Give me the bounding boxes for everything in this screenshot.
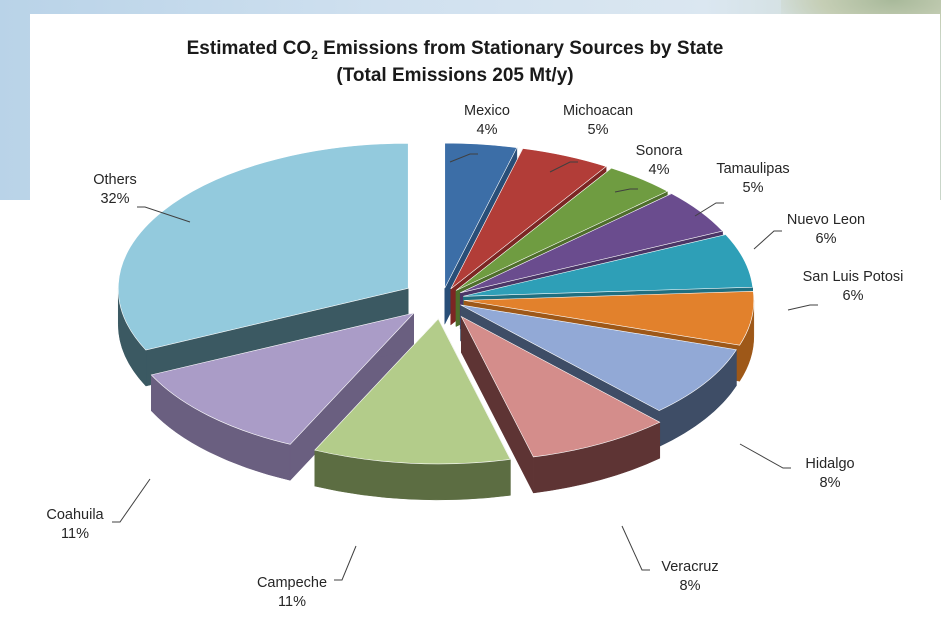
chart-subtitle: (Total Emissions 205 Mt/y) — [336, 65, 574, 86]
leader-line-tamaulipas — [694, 202, 724, 217]
slice-top-face — [460, 315, 661, 458]
chart-title-main: Estimated CO2 Emissions from Stationary … — [30, 36, 880, 63]
data-value-campeche: 11% — [278, 594, 306, 610]
data-label-veracruz: Veracruz — [661, 559, 718, 575]
pie-slice-veracruz — [460, 315, 661, 494]
slice-top-face — [314, 318, 511, 465]
slice-top-face — [150, 312, 415, 445]
slice-top-face — [444, 142, 518, 289]
leader-line-michoacan — [549, 161, 578, 173]
slice-top-face — [117, 142, 409, 351]
data-value-coahuila: 11% — [61, 526, 89, 542]
leader-line-coahuila — [112, 478, 151, 523]
leader-line-san-luis-potosi — [787, 304, 818, 311]
slice-top-face — [455, 167, 669, 291]
data-value-tamaulipas: 5% — [743, 180, 764, 196]
leader-line-veracruz — [621, 525, 650, 571]
data-label-others: Others — [93, 172, 137, 188]
data-label-hidalgo: Hidalgo — [805, 456, 854, 472]
title-prefix: Estimated CO — [186, 38, 312, 59]
data-label-coahuila: Coahuila — [46, 507, 104, 523]
data-value-mexico: 4% — [477, 122, 498, 138]
slice-top-face — [450, 148, 607, 290]
data-label-san-luis-potosi: San Luis Potosi — [803, 269, 904, 285]
slice-top-face — [460, 304, 737, 411]
data-label-campeche: Campeche — [257, 575, 327, 591]
pie-slice-coahuila — [150, 312, 415, 481]
data-value-others: 32% — [100, 191, 129, 207]
leader-line-hidalgo — [739, 443, 791, 469]
slice-top-face — [460, 193, 724, 294]
pie-chart: Mexico 4% Michoacan 5% Sonora 4% Tamaulipas 5% N… — [46, 103, 904, 610]
data-value-michoacan: 5% — [588, 122, 609, 138]
data-label-sonora: Sonora — [636, 143, 684, 159]
slice-top-face — [463, 234, 754, 297]
leader-line-sonora — [614, 188, 638, 193]
chart-title: Estimated CO2 Emissions from Stationary … — [30, 36, 880, 88]
data-value-sonora: 4% — [649, 162, 670, 178]
title-suffix: Emissions from Stationary Sources by Sta… — [317, 38, 724, 59]
data-value-veracruz: 8% — [680, 578, 701, 594]
data-label-mexico: Mexico — [464, 103, 510, 119]
data-label-nuevo-leon: Nuevo Leon — [787, 212, 865, 228]
data-label-michoacan: Michoacan — [563, 103, 633, 119]
leader-line-nuevo-leon — [753, 230, 782, 250]
leader-line-others — [137, 206, 191, 223]
chart-panel: Estimated CO2 Emissions from Stationary … — [30, 14, 940, 629]
data-label-tamaulipas: Tamaulipas — [716, 161, 789, 177]
data-value-nuevo-leon: 6% — [816, 231, 837, 247]
pie-slice-campeche — [314, 318, 511, 501]
slice-top-face — [463, 290, 755, 346]
title-subscript: 2 — [311, 48, 318, 62]
data-value-hidalgo: 8% — [820, 475, 841, 491]
leader-line-campeche — [334, 545, 357, 581]
data-value-san-luis-potosi: 6% — [843, 288, 864, 304]
leader-line-mexico — [449, 153, 478, 163]
